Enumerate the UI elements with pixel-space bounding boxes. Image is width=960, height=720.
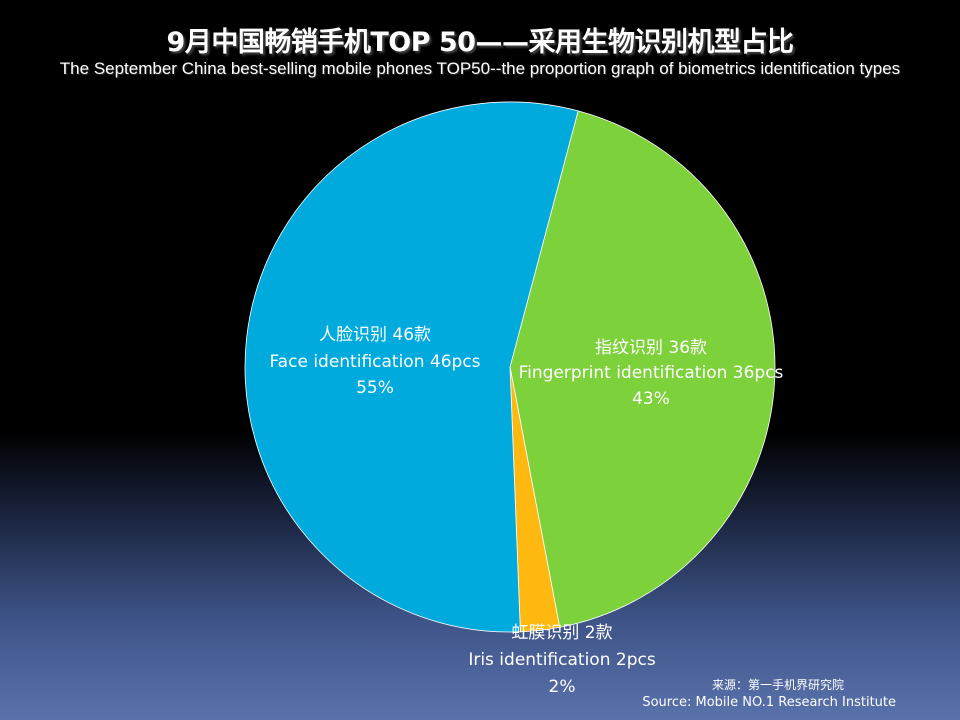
source-en: Source: Mobile NO.1 Research Institute — [642, 695, 896, 710]
slice-label-fingerprint-en: Fingerprint identification 36pcs — [519, 363, 784, 383]
slice-label-iris-cn: 虹膜识别 2款 — [511, 623, 612, 643]
source-note: 来源：第一手机界研究院 Source: Mobile NO.1 Research… — [642, 676, 896, 712]
chart-subtitle: The September China best-selling mobile … — [59, 59, 901, 78]
slice-label-face-percent: 55% — [356, 378, 394, 398]
pie-slice-face — [244, 101, 579, 633]
slice-label-iris: 虹膜识别 2款 Iris identification 2pcs 2% — [468, 623, 656, 697]
slice-label-iris-en: Iris identification 2pcs — [468, 650, 656, 670]
slice-label-fingerprint-percent: 43% — [632, 389, 670, 409]
slice-label-face-en: Face identification 46pcs — [269, 352, 480, 372]
slice-label-fingerprint: 指纹识别 36款 Fingerprint identification 36pc… — [519, 338, 784, 409]
slice-label-iris-percent: 2% — [549, 677, 576, 697]
source-cn: 来源：第一手机界研究院 — [711, 678, 844, 692]
chart-title: 9月中国畅销手机TOP 50——采用生物识别机型占比 — [166, 27, 794, 58]
slice-label-face-cn: 人脸识别 46款 — [319, 325, 431, 345]
pie-slice-fingerprint — [509, 110, 776, 628]
pie-slices — [244, 101, 776, 633]
slice-label-fingerprint-cn: 指纹识别 36款 — [595, 338, 707, 358]
slice-label-face: 人脸识别 46款 Face identification 46pcs 55% — [269, 325, 480, 398]
